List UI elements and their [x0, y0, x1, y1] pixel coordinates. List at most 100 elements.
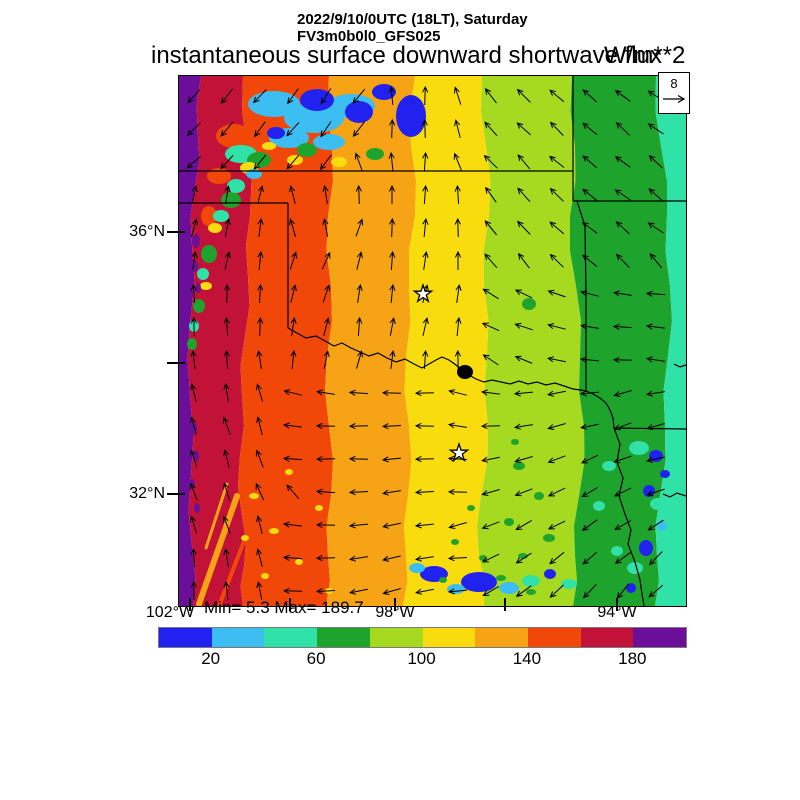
cloud-patch [207, 168, 231, 184]
wind-arrow [321, 251, 331, 270]
wind-arrow [256, 515, 263, 534]
wind-arrow [613, 390, 632, 397]
cloud-patch [611, 546, 623, 556]
wind-arrow [613, 487, 632, 497]
wind-arrow [647, 519, 664, 531]
wind-arrow [448, 522, 467, 529]
wind-arrow [356, 251, 363, 270]
wind-arrow [454, 217, 461, 238]
cloud-patch [366, 148, 384, 160]
cloud-patch [221, 192, 241, 208]
cloud-patch [451, 539, 459, 545]
wind-arrow [389, 217, 396, 238]
wind-arrow [382, 555, 401, 562]
wind-arrow [514, 289, 533, 299]
wind-arrow [222, 515, 231, 534]
wind-arrow [422, 317, 429, 336]
wind-arrow [254, 121, 266, 138]
wind-arrow [382, 522, 401, 529]
wind-arrow [515, 519, 532, 531]
wind-arrow [549, 155, 565, 168]
wind-arrow [447, 422, 467, 429]
wind-arrow [648, 155, 663, 169]
wind-arrow [421, 118, 428, 139]
cloud-patches [187, 84, 670, 595]
lat-tick-label: 32°N [129, 485, 165, 502]
wind-arrow [579, 356, 600, 363]
arkansas-river [673, 363, 686, 368]
wind-arrow [414, 455, 435, 463]
wind-arrow [389, 349, 396, 369]
wind-arrow [315, 488, 336, 495]
wind-arrow [484, 88, 497, 104]
wind-arrow [612, 323, 633, 330]
wind-arrow [613, 455, 632, 464]
wind-arrow [517, 154, 531, 170]
wind-arrow [580, 454, 599, 464]
wind-arrow [485, 186, 497, 203]
wind-arrow [315, 588, 336, 595]
colorbar-segment [527, 628, 581, 647]
cloud-patch [285, 469, 293, 475]
wind-arrow [315, 521, 336, 529]
cloud-patch [657, 521, 667, 531]
wind-arrow [222, 482, 231, 501]
cloud-patch [295, 559, 303, 565]
wind-arrow [320, 121, 332, 138]
cloud-patch [372, 84, 396, 100]
cloud-patch [602, 461, 616, 471]
wind-arrow [322, 184, 329, 204]
wind-arrow [422, 151, 429, 172]
cloud-patch [396, 95, 426, 137]
wind-arrow [223, 449, 230, 468]
wind-arrow [356, 283, 363, 303]
wind-arrow [187, 88, 201, 104]
wind-arrow [454, 250, 462, 270]
wind-arrow [581, 221, 598, 234]
wind-arrow [513, 390, 534, 397]
plot-title: instantaneous surface downward shortwave… [151, 42, 662, 69]
cloud-patch [522, 575, 540, 587]
wind-arrow [454, 184, 461, 205]
wind-arrow [354, 152, 363, 171]
wind-arrow [319, 154, 332, 171]
wind-arrow [224, 251, 231, 270]
wind-arrow [448, 389, 467, 396]
wind-arrow [257, 185, 264, 204]
wind-arrow [189, 515, 198, 534]
lon-tick-label: 98°W [375, 604, 415, 621]
wind-arrow [389, 317, 396, 336]
wind-arrow [315, 389, 335, 396]
wind-arrow [256, 416, 263, 435]
wind-arrow [348, 555, 368, 562]
wind-arrow [315, 455, 336, 463]
cloud-patch [627, 562, 643, 574]
wind-arrow [223, 349, 230, 370]
cloud-patch [262, 142, 276, 150]
wind-arrow [614, 156, 631, 168]
wind-arrow [257, 250, 264, 271]
wind-arrow [223, 283, 231, 304]
wind-arrow [191, 185, 198, 204]
wind-arrow [582, 584, 597, 599]
lake-texoma [457, 365, 473, 379]
wind-arrow [447, 488, 468, 496]
wind-arrow [547, 487, 566, 497]
wind-arrow [455, 283, 462, 303]
wind-arrow [447, 588, 468, 595]
flux-streak [204, 482, 229, 550]
wind-arrow [323, 350, 330, 369]
wind-arrow [348, 455, 369, 463]
location-star [412, 282, 434, 303]
wind-arrow [482, 288, 499, 300]
wind-arrow [454, 349, 462, 370]
datetime-label: 2022/9/10/0UTC (18LT), Saturday [297, 11, 528, 28]
wind-arrow [515, 552, 532, 564]
wind-arrow [255, 383, 264, 402]
wind-arrow [190, 283, 197, 304]
wind-arrow [484, 121, 498, 137]
wind-arrow [481, 322, 500, 332]
cloud-patch [313, 134, 345, 150]
wind-reference-arrow-icon [663, 94, 686, 104]
map-frame [178, 75, 687, 607]
